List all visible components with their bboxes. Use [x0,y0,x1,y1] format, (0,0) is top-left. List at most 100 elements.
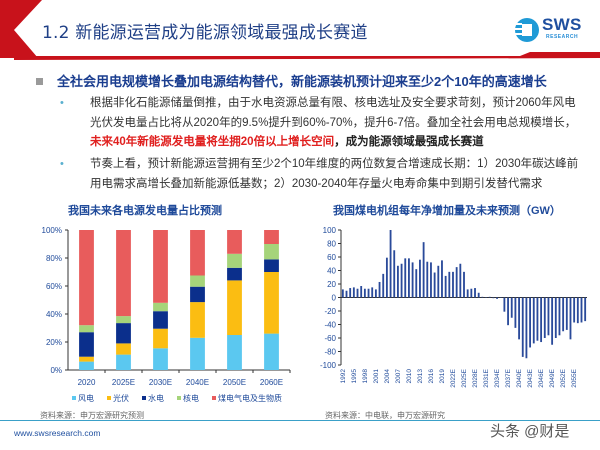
bar-2052 [562,297,565,332]
x-tick-label: 1995 [351,369,358,384]
header-decoration [0,0,600,60]
bar-2058 [584,297,587,322]
bar-2049 [551,297,554,345]
y-tick-label: 80 [327,240,336,249]
bar-segment-光伏 [153,328,168,349]
y-tick-label: 60% [46,282,62,291]
legend-swatch [212,396,216,400]
bar-2047 [543,297,546,338]
y-tick-label: -40 [324,321,336,330]
bar-2001 [374,289,377,298]
x-tick-label: 2019 [439,369,446,384]
y-tick-label: 100% [42,226,62,235]
bar-2017 [433,272,436,298]
bar-2033 [492,297,495,299]
x-tick-label: 2037E [505,368,512,387]
bar-2018 [437,265,440,298]
legend-label: 水电 [148,393,164,403]
bullet-dot-icon: • [60,158,64,170]
bar-2055 [573,297,576,323]
bar-segment-风电 [116,354,131,370]
x-tick-label: 2007 [395,369,402,384]
main-point-text: 全社会用电规模增长叠加电源结构替代，新能源装机预计迎来至少2个10年的高速增长 [57,74,547,89]
footer-url[interactable]: www.swsresearch.com [14,428,101,438]
legend-swatch [142,396,146,400]
bar-segment-水电 [264,259,279,272]
bar-segment-风电 [190,337,205,370]
bar-2027 [470,288,473,298]
bar-2054 [569,297,572,340]
x-tick-label: 2050E [223,378,246,387]
bar-1994 [349,288,352,298]
bar-segment-光伏 [116,343,131,355]
bar-1996 [356,288,359,298]
bar-2043 [529,297,532,348]
bar-2035 [499,297,502,298]
bar-2011 [411,262,414,298]
bullet-2: • 节奏上看，预计新能源运营拥有至少2个10年维度的两位数复合增速成长期：1）2… [60,155,582,194]
bar-segment-光伏 [264,272,279,334]
bar-2024 [459,263,462,298]
y-tick-label: -100 [320,361,337,370]
bar-2041 [521,297,524,357]
y-tick-label: 0 [332,294,337,303]
x-tick-label: 2034E [494,368,501,387]
y-tick-label: 20 [327,280,336,289]
net-addition-bar-chart: -100 -80 -60 -40 -20 0 20 40 60 80 100 1992 1995 1998… [320,226,587,388]
bar-2032 [488,296,491,298]
x-tick-label: 2025E [112,378,135,387]
sws-logo-icon [513,18,539,42]
bar-2037 [507,297,509,326]
logo-subtext: RESEARCH [546,34,579,40]
logo-text: SWS [542,15,582,34]
header-chevron [0,0,42,58]
legend-label: 煤电气电及生物质 [218,393,282,403]
bullet-dot-icon: • [60,97,64,109]
bar-2012 [415,269,418,298]
bar-2036 [503,297,506,312]
stacked-bar-chart: 0% 20% 40% 60% 80% 100% 2020 2025E 2030E 2040E 205… [42,226,291,403]
y-tick-label: 40 [327,267,336,276]
bar-segment-煤电气电及生物质 [227,230,242,254]
bullet-2-text: 节奏上看，预计新能源运营拥有至少2个10年维度的两位数复合增速成长期：1）203… [90,158,579,190]
bar-segment-煤电气电及生物质 [153,230,168,303]
bar-1995 [352,287,355,298]
x-tick-label: 2052E [560,368,567,387]
bar-segment-风电 [264,333,279,370]
bar-1993 [345,290,348,298]
bar-2050 [554,297,557,338]
bar-2023 [455,267,458,298]
bar-2025 [463,271,465,298]
y-tick-label: 40% [46,310,62,319]
x-tick-label: 2030E [149,378,172,387]
x-tick-label: 2022E [450,368,457,387]
bar-segment-煤电气电及生物质 [116,230,131,317]
bar-2039 [514,297,517,328]
bar-segment-水电 [227,267,242,281]
bar-segment-风电 [79,361,94,370]
bar-2031 [485,297,487,298]
footer-divider [0,420,600,421]
x-tick-label: 2010 [406,369,413,384]
watermark: 头条 @财是 [490,423,570,440]
bar-2020 [444,275,447,298]
bar-2046 [540,297,543,343]
x-tick-label: 2001 [373,369,380,384]
y-tick-label: 20% [46,338,62,347]
bar-2042 [525,297,528,359]
x-tick-label: 1998 [362,369,369,384]
x-tick-label: 2004 [384,369,391,384]
legend-swatch [72,396,76,400]
x-tick-label: 2046E [538,368,545,387]
bullet-1: • 根据非化石能源储量倒推，由于水电资源总量有限、核电选址及安全要求苛刻，预计2… [60,94,582,153]
bar-2007 [396,265,399,298]
x-tick-label: 2060E [260,378,283,387]
y-tick-label: 0% [50,366,62,375]
bar-segment-风电 [153,348,168,370]
legend-label: 核电 [183,393,199,403]
bar-2019 [441,260,443,298]
bar-1992 [341,289,344,298]
bar-2002 [378,281,381,298]
y-tick-label: -20 [324,307,336,316]
bar-segment-光伏 [79,356,94,362]
